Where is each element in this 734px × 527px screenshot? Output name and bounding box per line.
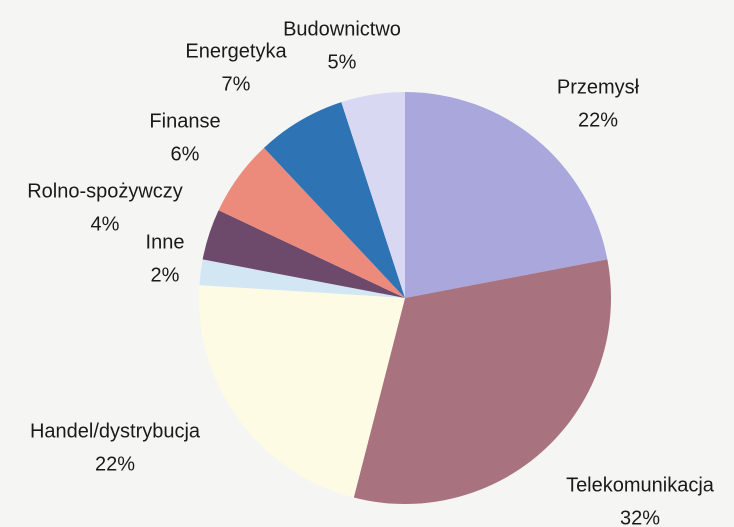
pie-slice <box>199 259 405 298</box>
slice-label: Rolno-spożywczy <box>27 180 183 202</box>
slice-label: Inne <box>146 231 185 253</box>
slice-value-label: 4% <box>91 213 120 235</box>
slice-value-label: 22% <box>95 453 135 475</box>
slice-label: Handel/dystrybucja <box>30 420 201 442</box>
slice-value-label: 7% <box>222 73 251 95</box>
slice-label: Przemysł <box>557 76 640 98</box>
pie-slice <box>405 92 608 298</box>
slice-label: Telekomunikacja <box>566 474 715 496</box>
slice-value-label: 5% <box>328 51 357 73</box>
slice-value-label: 22% <box>578 109 618 131</box>
pie-slice <box>353 259 611 504</box>
pie-slice <box>202 210 405 298</box>
slice-label: Finanse <box>149 110 220 132</box>
pie-slice <box>218 147 405 298</box>
slice-value-label: 32% <box>620 507 660 527</box>
slice-label: Budownictwo <box>283 18 401 40</box>
slice-value-label: 6% <box>171 143 200 165</box>
slice-value-label: 2% <box>151 264 180 286</box>
pie-slice <box>341 92 405 298</box>
slice-label: Energetyka <box>185 40 287 62</box>
pie-slice <box>263 102 405 298</box>
pie-slice <box>199 285 405 498</box>
